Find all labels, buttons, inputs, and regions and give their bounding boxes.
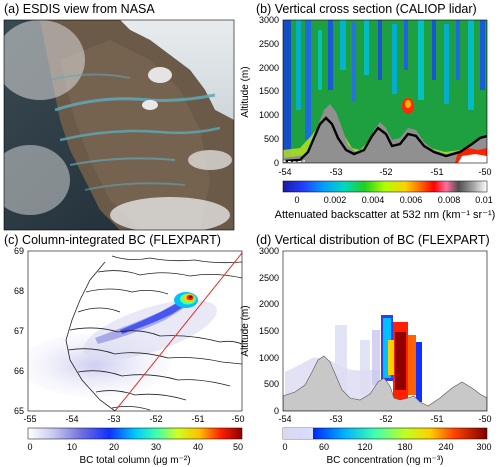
panel-b-ylabel: Altitude (m) bbox=[240, 66, 251, 117]
panel-b-ytick: 2000 bbox=[259, 63, 279, 73]
panel-b-cbtick: 0 bbox=[294, 195, 299, 205]
panel-d-cbtick: 240 bbox=[438, 442, 453, 452]
panel-d-ytick: 1500 bbox=[259, 326, 279, 336]
panel-d-xtick: -54 bbox=[278, 414, 291, 424]
panel-b-ytick: 1500 bbox=[259, 86, 279, 96]
panel-d-ytick: 3000 bbox=[259, 246, 279, 256]
panel-b-xtick: -54 bbox=[278, 167, 291, 177]
panel-c-colorbar-label: BC total column (μg m⁻²) bbox=[79, 455, 190, 466]
panel-d-frame bbox=[282, 250, 488, 412]
panel-d-cbtick: 0 bbox=[282, 442, 287, 452]
panel-c-yticks: 69 68 67 66 65 bbox=[14, 246, 24, 416]
panel-b-cbtick: 0.006 bbox=[400, 195, 423, 205]
panel-d-cbtick: 300 bbox=[476, 442, 491, 452]
panel-d-xticks: -54 -53 -52 -51 -50 bbox=[278, 414, 491, 424]
panel-a-title: (a) ESDIS view from NASA bbox=[4, 2, 155, 16]
panel-b-yticks: 3000 2500 2000 1500 1000 500 0 bbox=[259, 15, 279, 168]
panel-d-ylabel: Altitude (m) bbox=[240, 305, 251, 356]
panel-d-xtick: -52 bbox=[379, 414, 392, 424]
panel-c-xtick: -50 bbox=[231, 414, 244, 424]
panel-b-cbtick: 0.008 bbox=[438, 195, 461, 205]
panel-d-ytick: 500 bbox=[264, 379, 279, 389]
panel-b-ytick: 3000 bbox=[259, 15, 279, 25]
panel-d-ytick: 0 bbox=[274, 406, 279, 416]
panel-c-xtick: -52 bbox=[149, 414, 162, 424]
panel-b-title: (b) Vertical cross section (CALIOP lidar… bbox=[256, 2, 477, 16]
panel-b-ytick: 1000 bbox=[259, 110, 279, 120]
panel-d-title: (d) Vertical distribution of BC (FLEXPAR… bbox=[256, 233, 490, 247]
panel-c-frame bbox=[27, 250, 243, 412]
panel-b-xtick: -52 bbox=[379, 167, 392, 177]
panel-c-ytick: 65 bbox=[14, 406, 24, 416]
panel-b-colorbar-label: Attenuated backscatter at 532 nm (km⁻¹ s… bbox=[275, 209, 496, 221]
panel-b-cbtick: 0.004 bbox=[362, 195, 385, 205]
bc-column-map bbox=[28, 251, 243, 411]
panel-b-xtick: -53 bbox=[329, 167, 342, 177]
panel-d-colorbar-label: BC concentration (ng m⁻³) bbox=[327, 455, 444, 466]
bc-vertical-section bbox=[283, 251, 487, 411]
panel-c-cbtick: 20 bbox=[109, 442, 119, 452]
panel-c-xtick: -51 bbox=[191, 414, 204, 424]
panel-b-cbtick: 0.01 bbox=[475, 195, 493, 205]
panel-d-cbtick: 180 bbox=[397, 442, 412, 452]
panel-c-cbtick: 10 bbox=[67, 442, 77, 452]
panel-d-colorbar bbox=[282, 427, 488, 440]
panel-d-xtick: -53 bbox=[329, 414, 342, 424]
satellite-image bbox=[4, 20, 234, 230]
panel-c-ytick: 69 bbox=[14, 246, 24, 256]
panel-d-cbtick: 120 bbox=[357, 442, 372, 452]
panel-b-ytick: 2500 bbox=[259, 39, 279, 49]
panel-b-xtick: -50 bbox=[478, 167, 491, 177]
panel-d-ytick: 2000 bbox=[259, 299, 279, 309]
panel-c-cbtick: 40 bbox=[193, 442, 203, 452]
panel-c-xtick: -53 bbox=[107, 414, 120, 424]
panel-d-ytick: 1000 bbox=[259, 353, 279, 363]
panel-b-frame bbox=[282, 19, 488, 164]
panel-d-ytick: 2500 bbox=[259, 273, 279, 283]
panel-d-xtick: -50 bbox=[478, 414, 491, 424]
panel-c-xticks: -55 -54 -53 -52 -51 -50 bbox=[23, 414, 244, 424]
panel-c-colorbar bbox=[27, 427, 243, 440]
panel-d-colorbar-ticks: 0 60 120 180 240 300 bbox=[282, 442, 491, 452]
lidar-cross-section bbox=[283, 20, 487, 163]
panel-b-ytick: 500 bbox=[264, 134, 279, 144]
panel-c-cbtick: 50 bbox=[233, 442, 243, 452]
panel-d-yticks: 3000 2500 2000 1500 1000 500 0 bbox=[259, 246, 279, 416]
panel-b-ytick: 0 bbox=[274, 158, 279, 168]
panel-d-cbtick: 60 bbox=[319, 442, 329, 452]
panel-b-cbtick: 0.002 bbox=[324, 195, 347, 205]
panel-c-xtick: -55 bbox=[23, 414, 36, 424]
panel-c-ytick: 67 bbox=[14, 326, 24, 336]
panel-c-ytick: 66 bbox=[14, 366, 24, 376]
panel-b-colorbar-ticks: 0 0.002 0.004 0.006 0.008 0.01 bbox=[294, 195, 492, 205]
panel-b-colorbar bbox=[282, 180, 488, 193]
panel-c-ytick: 68 bbox=[14, 286, 24, 296]
panel-c-cbtick: 30 bbox=[151, 442, 161, 452]
panel-d-xtick: -51 bbox=[430, 414, 443, 424]
panel-b-xticks: -54 -53 -52 -51 -50 bbox=[278, 167, 491, 177]
panel-c-xtick: -54 bbox=[65, 414, 78, 424]
panel-b-xtick: -51 bbox=[430, 167, 443, 177]
panel-c-cbtick: 0 bbox=[27, 442, 32, 452]
panel-c-colorbar-ticks: 0 10 20 30 40 50 bbox=[27, 442, 243, 452]
panel-c-title: (c) Column-integrated BC (FLEXPART) bbox=[4, 233, 221, 247]
